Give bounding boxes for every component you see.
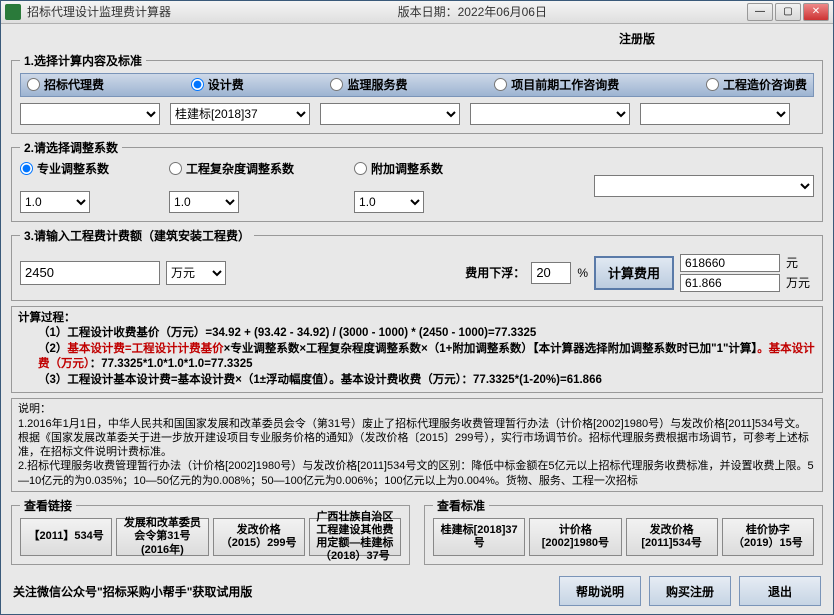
additional-factor-select[interactable]: 1.0 <box>354 191 424 213</box>
standard-select-1[interactable] <box>20 103 160 125</box>
registration-label: 注册版 <box>451 30 823 47</box>
radio-bidding-agent[interactable]: 招标代理费 <box>27 76 104 93</box>
buy-register-button[interactable]: 购买注册 <box>649 576 731 606</box>
standard-select-4[interactable] <box>470 103 630 125</box>
std-2019-15[interactable]: 桂价协字（2019）15号 <box>722 518 814 556</box>
standards-section: 查看标准 桂建标[2018]37号 计价格[2002]1980号 发改价格[20… <box>424 497 823 565</box>
unit-select[interactable]: 万元 <box>166 261 226 285</box>
extra-factor-select[interactable] <box>594 175 814 197</box>
footer: 关注微信公众号"招标采购小帮手"获取试用版 帮助说明 购买注册 退出 <box>11 570 823 606</box>
link-guangxi-37[interactable]: 广西壮族自治区工程建设其他费用定额—桂建标（2018）37号 <box>309 518 401 556</box>
result-yuan: 618660 <box>680 254 780 272</box>
standard-select-2[interactable]: 桂建标[2018]37 <box>170 103 310 125</box>
radio-supervision-fee[interactable]: 监理服务费 <box>330 76 407 93</box>
std-2002-1980[interactable]: 计价格[2002]1980号 <box>529 518 621 556</box>
exit-button[interactable]: 退出 <box>739 576 821 606</box>
section-2-legend: 2.请选择调整系数 <box>20 139 122 156</box>
section-2: 2.请选择调整系数 专业调整系数 1.0 工程复杂度调整系数 1.0 附加调整系… <box>11 139 823 222</box>
amount-input[interactable] <box>20 261 160 285</box>
radio-cost-consulting-fee[interactable]: 工程造价咨询费 <box>706 76 807 93</box>
link-2011-534[interactable]: 【2011】534号 <box>20 518 112 556</box>
footer-text: 关注微信公众号"招标采购小帮手"获取试用版 <box>13 583 252 600</box>
content-area: 注册版 1.选择计算内容及标准 招标代理费 设计费 监理服务费 项目前期工作咨询… <box>1 24 833 614</box>
section-3-legend: 3.请输入工程费计费额（建筑安装工程费） <box>20 227 254 244</box>
links-section: 查看链接 【2011】534号 发展和改革委员会令第31号(2016年) 发改价… <box>11 497 410 565</box>
radio-design-fee[interactable]: 设计费 <box>191 76 244 93</box>
result-wanyuan: 61.866 <box>680 274 780 292</box>
section-1: 1.选择计算内容及标准 招标代理费 设计费 监理服务费 项目前期工作咨询费 工程… <box>11 52 823 134</box>
radio-professional-factor[interactable]: 专业调整系数 <box>20 160 109 177</box>
professional-factor-select[interactable]: 1.0 <box>20 191 90 213</box>
complexity-factor-select[interactable]: 1.0 <box>169 191 239 213</box>
standard-select-row: 桂建标[2018]37 <box>20 103 814 125</box>
link-2015-299[interactable]: 发改价格（2015）299号 <box>213 518 305 556</box>
radio-additional-factor[interactable]: 附加调整系数 <box>354 160 443 177</box>
discount-label: 费用下浮： <box>465 264 525 281</box>
std-2011-534[interactable]: 发改价格[2011]534号 <box>626 518 718 556</box>
calculation-process: 计算过程： （1）工程设计收费基价（万元）=34.92 + (93.42 - 3… <box>11 306 823 394</box>
standard-select-5[interactable] <box>640 103 790 125</box>
notes: 说明： 1.2016年1月1日，中华人民共和国国家发展和改革委员会令（第31号）… <box>11 398 823 492</box>
window-controls: — ▢ ✕ <box>747 3 829 21</box>
fee-type-radiobar: 招标代理费 设计费 监理服务费 项目前期工作咨询费 工程造价咨询费 <box>20 73 814 97</box>
link-order-31[interactable]: 发展和改革委员会令第31号(2016年) <box>116 518 208 556</box>
std-2018-37[interactable]: 桂建标[2018]37号 <box>433 518 525 556</box>
window-title: 招标代理设计监理费计算器 <box>27 3 398 20</box>
titlebar: 招标代理设计监理费计算器 版本日期：2022年06月06日 — ▢ ✕ <box>1 1 833 24</box>
close-button[interactable]: ✕ <box>803 3 829 21</box>
percent-label: % <box>577 266 588 280</box>
calculate-button[interactable]: 计算费用 <box>594 256 674 290</box>
minimize-button[interactable]: — <box>747 3 773 21</box>
discount-input[interactable] <box>531 262 571 284</box>
standard-select-3[interactable] <box>320 103 460 125</box>
section-1-legend: 1.选择计算内容及标准 <box>20 52 146 69</box>
section-3: 3.请输入工程费计费额（建筑安装工程费） 万元 费用下浮： % 计算费用 618… <box>11 227 823 301</box>
help-button[interactable]: 帮助说明 <box>559 576 641 606</box>
process-line-2: （2）基本设计费=工程设计计费基价×专业调整系数×工程复杂程度调整系数×（1+附… <box>38 342 816 373</box>
maximize-button[interactable]: ▢ <box>775 3 801 21</box>
version-label: 版本日期：2022年06月06日 <box>398 3 547 20</box>
app-icon <box>5 4 21 20</box>
radio-preliminary-fee[interactable]: 项目前期工作咨询费 <box>494 76 619 93</box>
radio-complexity-factor[interactable]: 工程复杂度调整系数 <box>169 160 294 177</box>
app-window: 招标代理设计监理费计算器 版本日期：2022年06月06日 — ▢ ✕ 注册版 … <box>0 0 834 615</box>
